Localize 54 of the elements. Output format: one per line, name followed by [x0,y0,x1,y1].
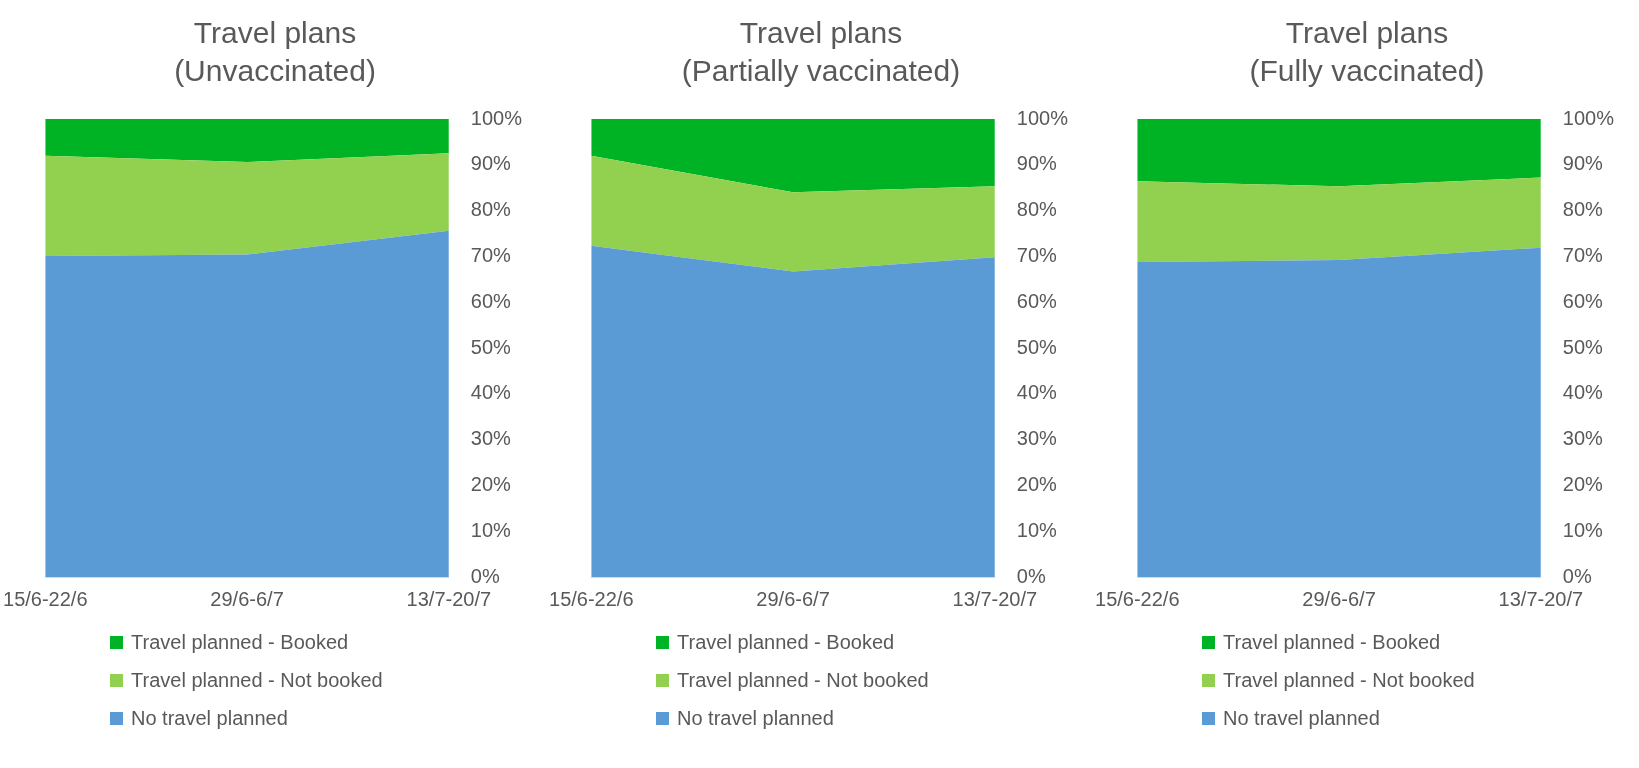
y-tick-label: 10% [1562,518,1604,541]
y-tick-label: 100% [470,106,523,129]
y-tick-label: 10% [470,518,512,541]
y-tick-label: 30% [1016,427,1058,450]
chart-title: Travel plans (Partially vaccinated) [681,16,961,87]
x-tick-label: 29/6-6/7 [210,587,284,610]
y-tick-label: 60% [1016,289,1058,312]
y-tick-label: 80% [470,198,512,221]
legend-label: Travel planned - Booked [677,630,895,654]
x-tick-label: 29/6-6/7 [756,587,830,610]
x-tick-label: 13/7-20/7 [1498,587,1584,610]
y-tick-label: 10% [1016,518,1058,541]
chart-title: Travel plans (Fully vaccinated) [1249,16,1485,87]
y-tick-label: 40% [1016,381,1058,404]
legend-label: Travel planned - Not booked [131,668,383,692]
y-tick-label: 0% [1016,564,1046,587]
legend-label: No travel planned [1223,706,1380,730]
y-tick-label: 70% [1016,243,1058,266]
y-tick-label: 70% [1562,243,1604,266]
y-tick-label: 0% [1562,564,1592,587]
legend-label: Travel planned - Not booked [677,668,929,692]
y-tick-label: 50% [1562,335,1604,358]
x-tick-label: 15/6-22/6 [3,587,88,610]
x-tick-label: 13/7-20/7 [406,587,492,610]
legend-label: Travel planned - Booked [131,630,349,654]
y-tick-label: 100% [1562,106,1615,129]
y-tick-label: 60% [470,289,512,312]
y-tick-label: 60% [1562,289,1604,312]
y-tick-label: 40% [1562,381,1604,404]
y-tick-label: 50% [470,335,512,358]
y-tick-label: 50% [1016,335,1058,358]
y-tick-label: 90% [1562,152,1604,175]
y-tick-label: 80% [1562,198,1604,221]
y-tick-label: 0% [470,564,500,587]
y-tick-label: 40% [470,381,512,404]
legend-label: Travel planned - Booked [1223,630,1441,654]
y-tick-label: 30% [470,427,512,450]
y-tick-label: 20% [1016,472,1058,495]
x-tick-label: 15/6-22/6 [549,587,634,610]
y-tick-label: 90% [470,152,512,175]
legend-label: Travel planned - Not booked [1223,668,1475,692]
y-tick-label: 90% [1016,152,1058,175]
y-tick-label: 100% [1016,106,1069,129]
legend-label: No travel planned [131,706,288,730]
y-tick-label: 20% [470,472,512,495]
x-tick-label: 29/6-6/7 [1302,587,1376,610]
y-tick-label: 70% [470,243,512,266]
x-tick-label: 13/7-20/7 [952,587,1038,610]
y-tick-label: 20% [1562,472,1604,495]
legend-label: No travel planned [677,706,834,730]
y-tick-label: 30% [1562,427,1604,450]
chart-title: Travel plans (Unvaccinated) [174,16,376,87]
x-tick-label: 15/6-22/6 [1095,587,1180,610]
y-tick-label: 80% [1016,198,1058,221]
